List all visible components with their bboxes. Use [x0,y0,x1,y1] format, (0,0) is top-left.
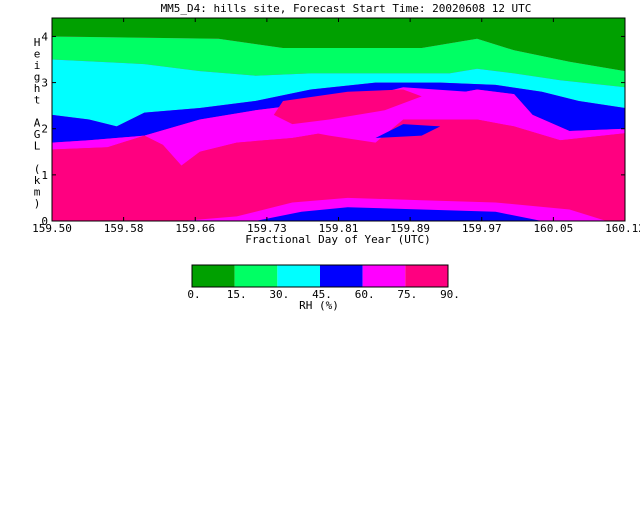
y-axis-label-char: ) [34,197,41,210]
colorbar-swatch [234,265,278,287]
colorbar-label: RH (%) [299,299,339,312]
rh-band-75-90-5 [52,119,625,221]
y-axis-label-char: e [34,48,41,61]
colorbar-tick-label: 45. [312,288,332,301]
x-tick-label: 159.58 [104,222,144,235]
colorbar-tick-label: 75. [397,288,417,301]
x-tick-label: 159.73 [247,222,287,235]
y-axis-label-char: h [34,82,41,95]
y-axis-label-char: g [34,71,41,84]
y-tick-label: 1 [41,169,48,182]
colorbar-tick-label: 90. [440,288,460,301]
colorbar-swatch [192,265,235,287]
y-tick-label: 4 [41,30,48,43]
colorbar-swatch [362,265,406,287]
rh-region-60-75-3 [292,87,505,143]
chart-title: MM5_D4: hills site, Forecast Start Time:… [161,2,532,15]
y-tick-label: 2 [41,123,48,136]
y-axis-label-char: i [34,59,41,72]
x-tick-label: 159.97 [462,222,502,235]
colorbar-tick-label: 30. [269,288,289,301]
y-axis-label-char: L [34,140,41,153]
x-tick-label: 159.50 [32,222,72,235]
colorbar-tick-label: 0. [187,288,200,301]
y-axis-label-char: k [34,174,41,187]
y-axis-label-char: m [34,186,41,199]
rh-band-15-30-1 [52,36,625,88]
y-axis-label-char: ( [34,163,41,176]
y-axis-label-char: H [34,36,41,49]
colorbar-swatch [405,265,448,287]
x-tick-label: 160.05 [534,222,574,235]
y-tick-label: 0 [41,215,48,228]
rh-region-75-90-5 [273,89,422,125]
x-axis-label: Fractional Day of Year (UTC) [245,233,430,246]
colorbar: 0. 15. 30. 45. 60. 75. 90. [187,264,460,301]
y-axis-label-char: t [34,94,41,107]
x-tick-label: 160.12 [605,222,640,235]
contour-fill-layer [52,18,625,221]
colorbar-frame [191,264,449,288]
x-tick-label: 159.66 [175,222,215,235]
colorbar-tick-label: 60. [355,288,375,301]
rh-region-45-60-2 [255,207,542,221]
y-axis-label-char: A [34,117,41,130]
colorbar-swatch [277,265,320,287]
y-axis: 0 1 2 3 4 [41,30,625,228]
x-axis: 159.50 159.58 159.66 159.73 159.81 159.89 159.… [32,18,640,235]
colorbar-tick-label: 15. [227,288,247,301]
colorbar-swatch [320,265,363,287]
rh-region-45-60-4 [375,124,441,138]
y-axis-label-char: G [34,128,41,141]
x-tick-label: 159.89 [390,222,430,235]
x-tick-label: 159.81 [319,222,359,235]
y-tick-label: 3 [41,77,48,90]
rh-band-0-15-0 [52,18,625,72]
rh-band-30-45-2 [52,59,625,127]
